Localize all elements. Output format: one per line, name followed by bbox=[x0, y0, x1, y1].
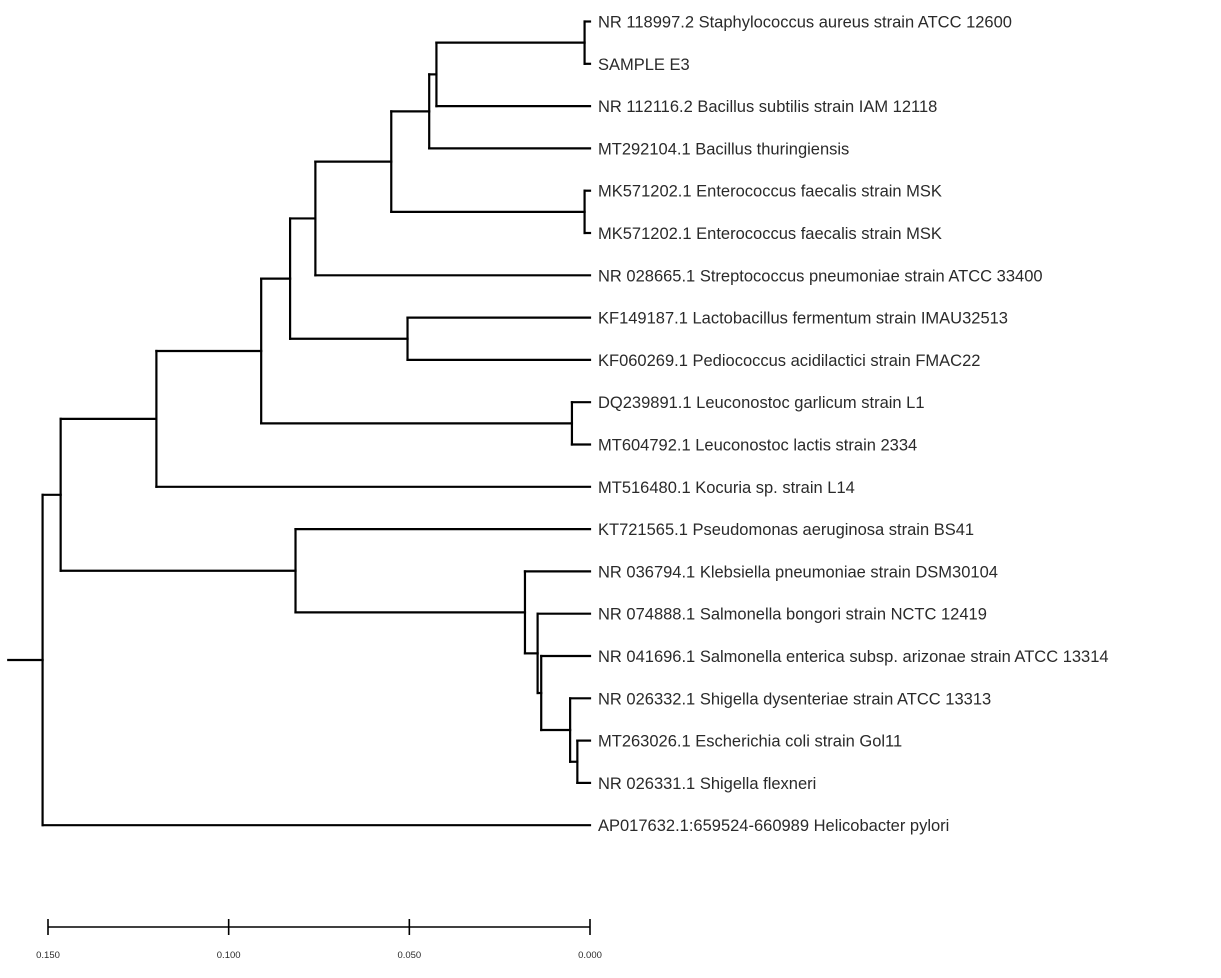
tree-branches bbox=[7, 20, 592, 827]
leaf-label-5: MK571202.1 Enterococcus faecalis strain … bbox=[598, 225, 942, 243]
leaf-label-15: NR 041696.1 Salmonella enterica subsp. a… bbox=[598, 648, 1109, 666]
scale-bar: 0.150 0.100 0.050 0.000 bbox=[36, 919, 602, 961]
scale-tick-label-0: 0.150 bbox=[36, 950, 60, 961]
scale-tick-label-3: 0.000 bbox=[578, 950, 602, 961]
leaf-label-8: KF060269.1 Pediococcus acidilactici stra… bbox=[598, 352, 980, 370]
leaf-labels: NR 118997.2 Staphylococcus aureus strain… bbox=[598, 14, 1109, 836]
leaf-label-3: MT292104.1 Bacillus thuringiensis bbox=[598, 140, 849, 158]
leaf-label-16: NR 026332.1 Shigella dysenteriae strain … bbox=[598, 690, 991, 708]
leaf-label-7: KF149187.1 Lactobacillus fermentum strai… bbox=[598, 310, 1008, 328]
leaf-label-13: NR 036794.1 Klebsiella pneumoniae strain… bbox=[598, 563, 998, 581]
scale-tick-label-2: 0.050 bbox=[397, 950, 421, 961]
leaf-label-10: MT604792.1 Leuconostoc lactis strain 233… bbox=[598, 437, 917, 455]
leaf-label-9: DQ239891.1 Leuconostoc garlicum strain L… bbox=[598, 394, 925, 412]
leaf-label-18: NR 026331.1 Shigella flexneri bbox=[598, 775, 816, 793]
leaf-label-0: NR 118997.2 Staphylococcus aureus strain… bbox=[598, 14, 1012, 32]
leaf-label-14: NR 074888.1 Salmonella bongori strain NC… bbox=[598, 606, 987, 624]
leaf-label-4: MK571202.1 Enterococcus faecalis strain … bbox=[598, 183, 942, 201]
leaf-label-11: MT516480.1 Kocuria sp. strain L14 bbox=[598, 479, 855, 497]
leaf-label-19: AP017632.1:659524-660989 Helicobacter py… bbox=[598, 817, 949, 835]
leaf-label-17: MT263026.1 Escherichia coli strain Gol11 bbox=[598, 733, 902, 751]
leaf-label-6: NR 028665.1 Streptococcus pneumoniae str… bbox=[598, 267, 1043, 285]
leaf-label-2: NR 112116.2 Bacillus subtilis strain IAM… bbox=[598, 98, 937, 116]
leaf-label-12: KT721565.1 Pseudomonas aeruginosa strain… bbox=[598, 521, 974, 539]
scale-tick-label-1: 0.100 bbox=[217, 950, 241, 961]
leaf-label-1: SAMPLE E3 bbox=[598, 56, 690, 74]
